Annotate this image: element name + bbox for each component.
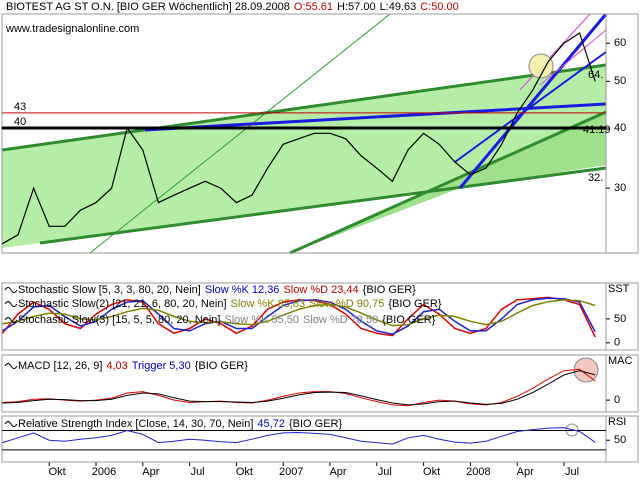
highlight-circle: [528, 53, 554, 79]
header-part: Trigger 5,30: [132, 360, 191, 372]
x-tick-label: Okt: [49, 466, 66, 478]
header-part: Slow %K 12,36: [205, 284, 280, 296]
panel-header: Relative Strength Index [Close, 14, 30, …: [18, 418, 342, 430]
header-part: O:55.61: [294, 1, 333, 13]
panel-header: Stochastic Slow(2) [21, 21, 6, 80, 20, N…: [18, 298, 442, 310]
panel-frame: [1, 354, 639, 413]
horizontal-line-label: 43: [14, 101, 26, 113]
panel-frame: [1, 13, 639, 254]
highlight-circle: [573, 357, 599, 383]
header-part: Slow %K 55,50: [224, 314, 299, 326]
x-tick-label: Jul: [191, 466, 205, 478]
header-part: {BIO GER}: [388, 298, 442, 310]
annotation: 32.: [588, 172, 603, 184]
header-part: BIOTEST AG ST O.N. [BIO GER Wöchentlich]…: [6, 1, 290, 13]
x-tick-label: 2006: [92, 466, 116, 478]
y-tick-label: 50: [614, 434, 626, 446]
series-line: [2, 370, 596, 406]
drawing-tools: [1, 13, 608, 437]
trend-line: [39, 166, 607, 245]
header-part: Slow %D 78,50: [303, 314, 378, 326]
y-tick-label: 0: [614, 337, 620, 349]
panel-frame: [1, 415, 639, 463]
header-part: Stochastic Slow(2) [21, 21, 6, 80, 20, N…: [18, 298, 227, 310]
trend-line: [289, 110, 607, 255]
x-tick-label: Okt: [423, 466, 440, 478]
header-part: {BIO GER}: [195, 360, 249, 372]
annotation: 41.19: [583, 124, 611, 136]
header-part: 4,03: [106, 360, 127, 372]
panel-header: MACD [12, 26, 9] 4,03 Trigger 5,30 {BIO GER…: [18, 360, 248, 372]
trend-line: [89, 13, 391, 254]
x-tick-label: 2007: [279, 466, 303, 478]
x-tick-label: 2008: [466, 466, 490, 478]
header-part: Slow %D 90,75: [309, 298, 384, 310]
header-part: H:57.00: [337, 1, 376, 13]
indicator-icon: [4, 363, 18, 369]
x-tick-label: Okt: [236, 466, 253, 478]
indicator-icon: [4, 317, 18, 323]
panel-header: BIOTEST AG ST O.N. [BIO GER Wöchentlich]…: [6, 1, 459, 13]
annotation: 64.: [588, 69, 603, 81]
panel-header: Stochastic Slow [5, 3, 3, 80, 20, Nein] S…: [18, 284, 416, 296]
y-tick-label: 30: [614, 182, 626, 194]
indicator-icon: [4, 287, 18, 293]
header-part: {BIO GER}: [289, 418, 343, 430]
panel-header: Stochastic Slow(3) [15, 5, 5, 80, 20, Ne…: [18, 314, 436, 326]
header-part: Relative Strength Index [Close, 14, 30, …: [18, 418, 253, 430]
trend-line: [539, 29, 607, 86]
y-tick-label: 0: [614, 394, 620, 406]
x-tick-label: Jul: [378, 466, 392, 478]
y-tick-label: 40: [614, 122, 626, 134]
subtitle: www.tradesignalonline.com: [5, 23, 139, 35]
indicator-icon: [4, 421, 18, 427]
indicator-icon: [4, 301, 18, 307]
y-tick-label: 50: [614, 75, 626, 87]
axis-label: SST: [608, 283, 630, 295]
header-part: Stochastic Slow [5, 3, 3, 80, 20, Nein]: [18, 284, 201, 296]
series-line: [2, 32, 596, 245]
header-part: MACD [12, 26, 9]: [18, 360, 102, 372]
panel-frame: [1, 282, 639, 351]
header-part: 45,72: [257, 418, 285, 430]
y-tick-label: 60: [614, 37, 626, 49]
series-line: [2, 427, 596, 445]
axis-label: MAC: [608, 355, 633, 367]
header-part: Slow %K 85,83: [231, 298, 306, 310]
header-part: {BIO GER}: [363, 284, 417, 296]
horizontal-line-label: 40: [14, 116, 26, 128]
y-tick-label: 50: [614, 313, 626, 325]
x-tick-label: Apr: [329, 466, 346, 478]
trend-line: [458, 13, 608, 189]
header-part: L:49.63: [380, 1, 417, 13]
trend-line: [1, 63, 607, 152]
series-line: [1, 296, 596, 338]
x-tick-label: Apr: [517, 466, 534, 478]
series-line: [2, 299, 596, 327]
x-tick-label: Apr: [142, 466, 159, 478]
axis-label: RSI: [608, 416, 626, 428]
header-part: Slow %D 23,44: [283, 284, 358, 296]
trend-line: [519, 13, 591, 91]
header-part: {BIO GER}: [382, 314, 436, 326]
trend-line: [454, 51, 607, 163]
header-part: C:50.00: [420, 1, 459, 13]
x-tick-label: Jul: [565, 466, 579, 478]
header-part: Stochastic Slow(3) [15, 5, 5, 80, 20, Ne…: [18, 314, 220, 326]
